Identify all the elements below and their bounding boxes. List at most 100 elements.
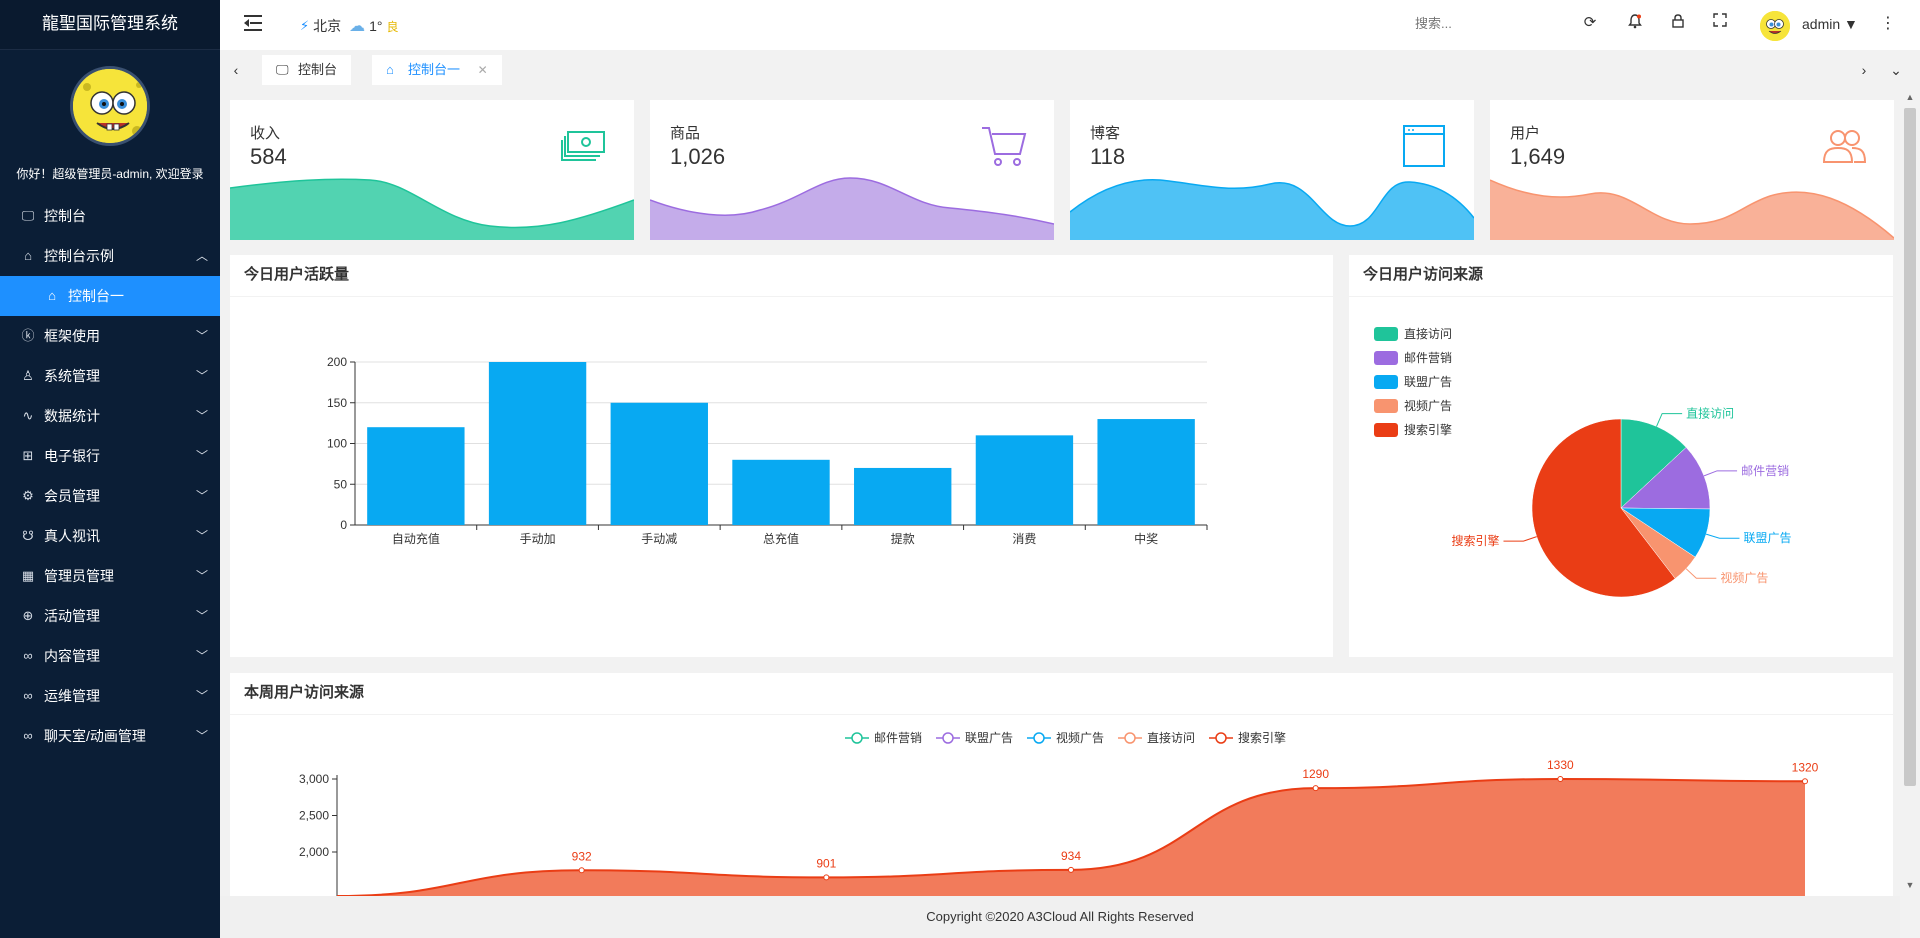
tab-bar: ‹ 🖵 控制台 ⌂ 控制台一 ✕ › ⌄ [220,50,1920,90]
tab-console-one[interactable]: ⌂ 控制台一 ✕ [372,55,502,85]
legend-label: 邮件营销 [874,731,922,745]
top-header: ⚡ 北京 ☁ 1° 良 ⟳ admin ▼ ⋮ [220,0,1920,50]
sidebar-item-3[interactable]: ⓚ 框架使用 ﹀ [0,316,220,356]
chevron-down-icon: ﹀ [195,409,208,423]
tab-console[interactable]: 🖵 控制台 [262,55,352,85]
welcome-text: 你好！超级管理员-admin, 欢迎登录 [16,167,204,181]
refresh-icon[interactable]: ⟳ [1583,14,1597,31]
sidebar: 龍聖国际管理系统 你好！超级管理员-admin, 欢迎登录 🖵 控制台 ⌂ 控制台示例… [0,0,220,938]
y-tick-label: 150 [327,396,347,410]
data-point [1312,785,1319,792]
scroll-thumb[interactable] [1904,108,1916,786]
gear-icon: ⚙ [22,488,34,503]
stat-card-users: 用户 1,649 [1490,100,1894,240]
scroll-up-icon[interactable]: ▲ [1905,92,1915,102]
tab-dropdown-icon[interactable]: ⌄ [1890,62,1902,78]
legend-swatch [1374,375,1398,389]
chevron-down-icon: ﹀ [195,689,208,703]
sidebar-item-12[interactable]: ∞ 运维管理 ﹀ [0,676,220,716]
scroll-down-icon[interactable]: ▼ [1905,880,1915,890]
sidebar-item-4[interactable]: ♙ 系统管理 ﹀ [0,356,220,396]
stat-value: 118 [1090,144,1126,169]
pie-label: 搜索引擎 [1451,533,1499,548]
panel-title: 本周用户访问来源 [230,673,1893,715]
close-icon[interactable]: ✕ [477,63,488,77]
sidebar-item-1[interactable]: ⌂ 控制台示例 ︿ [0,236,220,276]
stat-label: 博客 [1090,125,1121,142]
sidebar-item-10[interactable]: ⊕ 活动管理 ﹀ [0,596,220,636]
data-label: 1290 [1302,767,1329,781]
x-tick-label: 手动减 [641,532,677,546]
goods-wave [650,177,1054,240]
cart-icon [982,127,1027,166]
weather-widget[interactable]: ⚡ 北京 ☁ 1° 良 [300,16,399,36]
sidebar-item-11[interactable]: ∞ 内容管理 ﹀ [0,636,220,676]
tab-scroll-right-icon[interactable]: › [1861,62,1867,78]
monitor-icon: 🖵 [21,208,35,223]
sidebar-item-label: 系统管理 [44,368,100,384]
bell-icon[interactable] [1625,13,1645,33]
home-icon: ⌂ [48,288,56,303]
stat-value: 1,649 [1510,144,1566,169]
money-icon [561,131,605,161]
activity-bar-chart: 0 50 100 150 200 自动充值 手动加 手动减 总充值 提款 消费 中奖 [327,355,1208,546]
sidebar-item-13[interactable]: ∞ 聊天室/动画管理 ﹀ [0,716,220,756]
legend-marker [1124,732,1136,744]
pie-label-line [1703,470,1738,477]
stat-card-income: 收入 584 [230,100,634,240]
search-input[interactable] [1415,16,1525,31]
chevron-up-icon: ︿ [195,249,208,263]
y-tick-label: 50 [334,477,348,491]
ok-icon: ⓚ [21,328,35,343]
sidebar-item-8[interactable]: ☋ 真人视讯 ﹀ [0,516,220,556]
menu-toggle-icon[interactable] [244,15,262,31]
pie-label: 直接访问 [1686,406,1734,421]
stat-value: 584 [250,144,287,169]
bar [488,362,587,525]
sidebar-item-6[interactable]: ⊞ 电子银行 ﹀ [0,436,220,476]
y-tick-label: 3,000 [299,772,329,786]
income-wave [230,178,634,240]
y-tick-label: 0 [340,518,347,532]
data-point [1557,776,1564,782]
sidebar-item-0[interactable]: 🖵 控制台 [0,196,220,236]
chevron-down-icon: ﹀ [195,369,208,383]
sidebar-item-label: 运维管理 [44,688,100,704]
fullscreen-icon[interactable] [1710,13,1730,31]
weather-temp: 1° [369,18,383,34]
more-vertical-icon[interactable]: ⋮ [1880,15,1896,32]
pie-label: 联盟广告 [1743,531,1791,545]
bar [732,459,830,525]
legend-marker [851,732,863,744]
sidebar-item-label: 控制台 [44,208,86,224]
pie-label: 视频广告 [1720,570,1768,585]
user-avatar[interactable] [1760,11,1790,41]
footer: Copyright ©2020 A3Cloud All Rights Reser… [220,896,1900,938]
weekly-panel: 本周用户访问来源 邮件营销 联盟广告 视频广告 直接访问 搜索引擎 2,000 2,500 3… [230,673,1893,896]
tab-scroll-left-icon[interactable]: ‹ [233,62,239,78]
page-scrollbar[interactable]: ▲ ▼ [1900,90,1920,896]
avatar[interactable] [70,66,150,146]
legend-label: 邮件营销 [1404,351,1452,365]
legend-label: 视频广告 [1404,398,1452,413]
browser-icon [1403,125,1445,167]
legend-label: 视频广告 [1056,730,1104,745]
app-title: 龍聖国际管理系统 [0,0,220,50]
home-icon: ⌂ [386,62,394,77]
sidebar-item-7[interactable]: ⚙ 会员管理 ﹀ [0,476,220,516]
bar [367,427,465,525]
area-fill [337,779,1805,896]
sidebar-item-2[interactable]: ⌂ 控制台一 [0,276,220,316]
sidebar-item-9[interactable]: ▦ 管理员管理 ﹀ [0,556,220,596]
sidebar-item-5[interactable]: ∿ 数据统计 ﹀ [0,396,220,436]
stat-card-blog: 博客 118 [1070,100,1474,240]
data-point [1068,866,1074,873]
sidebar-item-label: 会员管理 [44,488,100,504]
user-menu[interactable]: admin ▼ [1802,16,1858,32]
cloud-icon: ☁ [349,18,366,35]
lock-icon[interactable] [1668,13,1688,33]
panel-title: 今日用户访问来源 [1349,255,1893,297]
data-point [823,874,830,881]
spongebob-avatar-icon [73,69,147,143]
